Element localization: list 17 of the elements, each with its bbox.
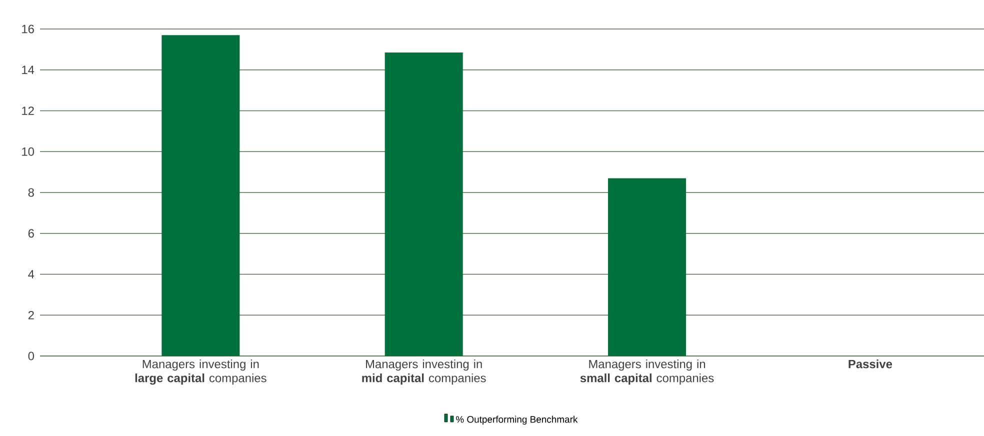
bar (384, 52, 463, 356)
y-tick-label: 8 (28, 188, 34, 197)
x-tick-label: Passive (848, 360, 892, 368)
bar (608, 178, 686, 356)
x-tick-label: Managers investing in mid capital companies (362, 360, 486, 385)
x-tick-label: Managers investing in small capital companies (580, 360, 714, 385)
y-tick-label: 12 (22, 106, 34, 115)
y-tick-label: 6 (28, 229, 34, 238)
y-tick-label: 16 (22, 24, 34, 34)
y-tick-label: 0 (28, 352, 34, 360)
bar (162, 35, 240, 356)
y-tick-label: 14 (22, 66, 34, 74)
y-tick-label: 10 (22, 147, 34, 156)
legend-label: % Outperforming Benchmark (456, 416, 578, 425)
x-tick-label: Managers investing in large capital companies (135, 360, 266, 385)
y-tick-label: 4 (28, 270, 34, 278)
y-tick-label: 2 (28, 310, 34, 320)
